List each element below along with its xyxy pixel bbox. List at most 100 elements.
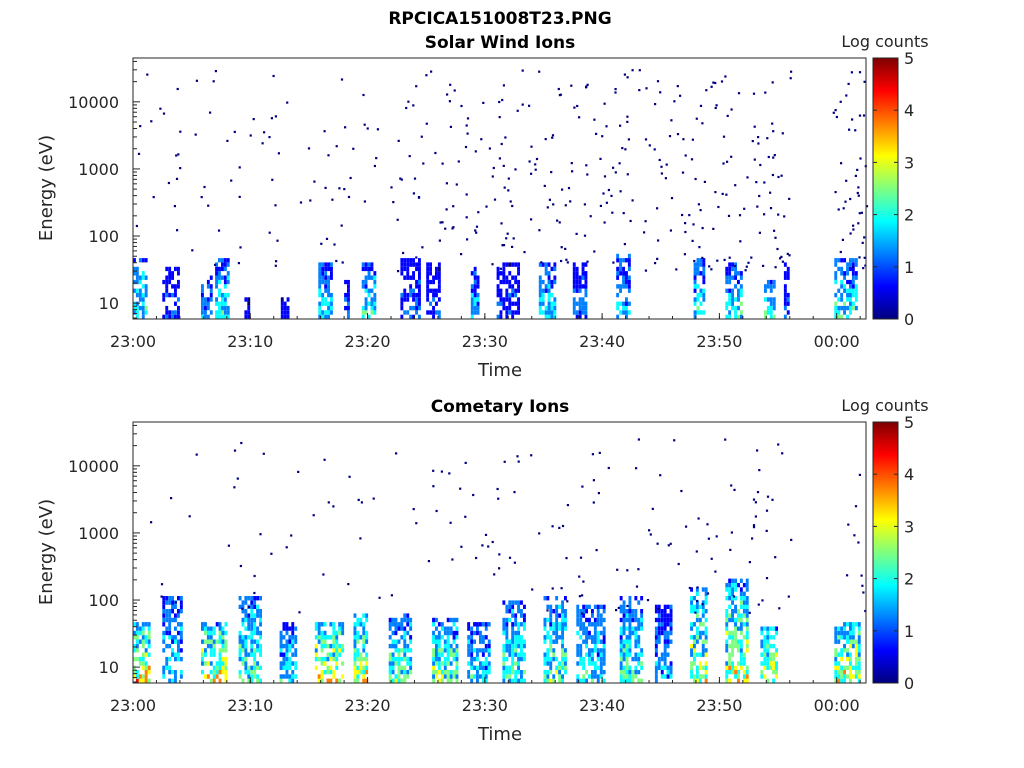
burst-pixel <box>362 639 366 644</box>
burst-pixel <box>763 665 767 670</box>
count-pixel <box>733 488 736 491</box>
burst-pixel <box>585 626 588 631</box>
burst-pixel <box>640 648 644 653</box>
count-pixel <box>191 249 194 252</box>
burst-pixel <box>742 613 746 618</box>
burst-pixel <box>496 314 500 319</box>
burst-pixel <box>321 292 325 298</box>
burst-pixel <box>549 617 553 623</box>
burst-pixel <box>256 604 259 609</box>
burst-pixel <box>701 622 705 627</box>
burst-pixel <box>168 609 172 614</box>
count-pixel <box>758 469 761 472</box>
burst-pixel <box>541 288 545 293</box>
burst-pixel <box>356 630 360 636</box>
burst-pixel <box>470 635 474 640</box>
burst-pixel <box>455 670 459 675</box>
burst-pixel <box>581 284 585 289</box>
burst-pixel <box>412 314 415 319</box>
burst-pixel <box>364 288 368 293</box>
burst-pixel <box>250 643 254 649</box>
burst-pixel <box>514 678 518 683</box>
count-pixel <box>595 132 598 135</box>
burst-pixel <box>591 609 594 614</box>
count-pixel <box>513 561 516 564</box>
burst-pixel <box>367 314 371 319</box>
burst-pixel <box>356 674 360 679</box>
burst-pixel <box>141 314 145 319</box>
burst-pixel <box>663 652 667 657</box>
burst-pixel <box>576 674 580 679</box>
count-pixel <box>720 80 724 83</box>
burst-pixel <box>520 600 523 605</box>
burst-pixel <box>171 275 174 280</box>
burst-pixel <box>576 622 580 627</box>
burst-pixel <box>435 275 438 280</box>
burst-pixel <box>840 284 844 289</box>
count-pixel <box>285 546 288 549</box>
count-pixel <box>644 220 647 223</box>
burst-pixel <box>599 656 603 662</box>
burst-pixel <box>654 639 658 644</box>
burst-pixel <box>538 284 542 289</box>
count-pixel <box>781 260 784 263</box>
burst-pixel <box>669 674 673 679</box>
burst-pixel <box>523 656 526 662</box>
count-pixel <box>677 562 680 566</box>
burst-pixel <box>244 314 248 319</box>
burst-pixel <box>206 314 210 319</box>
burst-pixel <box>728 591 732 596</box>
burst-pixel <box>763 626 767 631</box>
burst-pixel <box>549 661 553 666</box>
burst-pixel <box>133 630 136 636</box>
burst-pixel <box>409 262 413 267</box>
burst-pixel <box>215 639 219 644</box>
burst-pixel <box>581 297 585 302</box>
burst-pixel <box>209 297 213 302</box>
burst-pixel <box>288 648 292 653</box>
count-pixel <box>498 100 501 104</box>
burst-pixel <box>728 652 732 657</box>
burst-pixel <box>437 288 441 293</box>
burst-pixel <box>585 609 588 614</box>
burst-pixel <box>695 617 699 623</box>
burst-pixel <box>209 292 213 298</box>
burst-pixel <box>849 292 852 298</box>
burst-pixel <box>561 643 564 649</box>
burst-pixel <box>179 604 183 609</box>
burst-pixel <box>174 284 177 289</box>
burst-pixel <box>854 656 858 662</box>
burst-pixel <box>541 297 545 302</box>
colorbar-tick-label: 1 <box>904 258 914 277</box>
burst-pixel <box>769 635 773 640</box>
burst-pixel <box>455 635 459 640</box>
burst-pixel <box>851 284 855 289</box>
burst-pixel <box>660 674 664 679</box>
burst-pixel <box>356 635 360 640</box>
count-pixel <box>570 84 573 87</box>
burst-pixel <box>294 635 298 640</box>
colorbar <box>872 421 899 684</box>
burst-pixel <box>549 604 553 609</box>
burst-pixel <box>725 301 729 306</box>
burst-pixel <box>745 678 749 683</box>
burst-pixel <box>326 670 330 675</box>
count-pixel <box>432 485 435 488</box>
burst-pixel <box>141 258 145 263</box>
count-pixel <box>538 229 541 232</box>
burst-pixel <box>857 665 861 670</box>
burst-pixel <box>221 292 224 298</box>
burst-pixel <box>575 301 579 306</box>
burst-pixel <box>353 674 357 679</box>
burst-pixel <box>435 271 438 276</box>
burst-pixel <box>725 279 729 285</box>
count-pixel <box>152 196 155 199</box>
burst-cluster <box>162 596 183 683</box>
burst-pixel <box>218 266 221 272</box>
burst-pixel <box>742 600 746 605</box>
burst-pixel <box>728 617 732 623</box>
burst-pixel <box>505 279 509 285</box>
burst-pixel <box>593 670 597 675</box>
burst-pixel <box>224 643 228 649</box>
burst-pixel <box>206 630 210 636</box>
